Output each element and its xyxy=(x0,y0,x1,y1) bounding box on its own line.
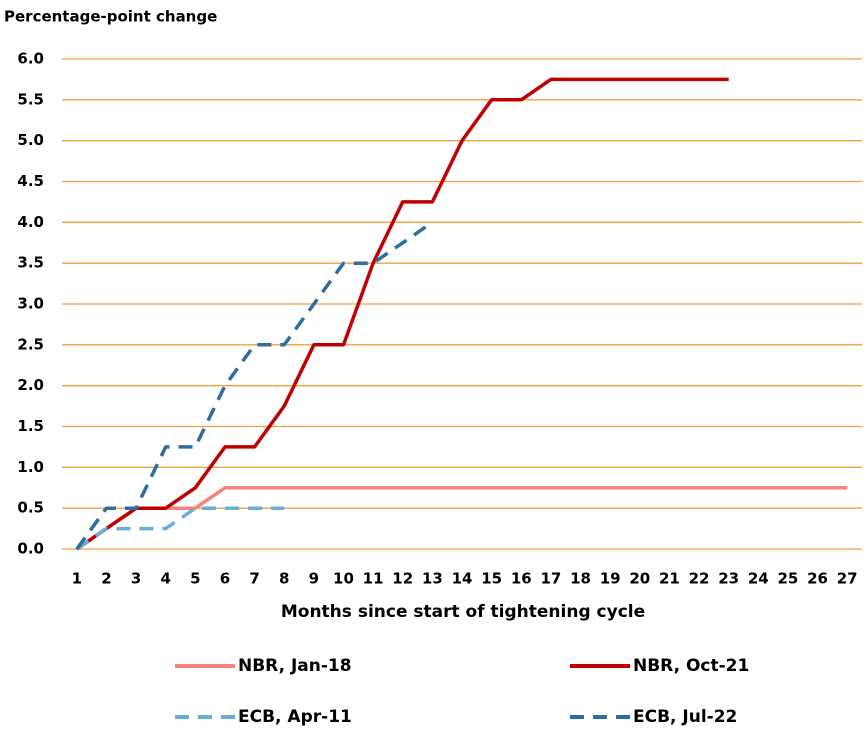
y-tick-label: 3.0 xyxy=(17,295,44,313)
x-tick-label: 2 xyxy=(101,570,111,588)
y-tick-label: 5.0 xyxy=(17,131,44,149)
y-tick-label: 4.5 xyxy=(17,172,44,190)
x-tick-label: 7 xyxy=(249,570,259,588)
y-tick-label: 1.0 xyxy=(17,458,44,476)
x-tick-label: 18 xyxy=(570,570,591,588)
x-tick-label: 20 xyxy=(629,570,650,588)
x-tick-label: 15 xyxy=(481,570,502,588)
x-tick-label: 27 xyxy=(837,570,858,588)
y-tick-label: 5.5 xyxy=(17,90,44,108)
series-line xyxy=(75,486,848,551)
y-tick-label: 6.0 xyxy=(17,50,44,68)
x-tick-label: 9 xyxy=(309,570,319,588)
x-tick-label: 22 xyxy=(689,570,710,588)
y-tick-label: 4.0 xyxy=(17,213,44,231)
series-line xyxy=(75,77,729,551)
x-tick-label: 26 xyxy=(807,570,828,588)
x-tick-label: 24 xyxy=(748,570,769,588)
x-tick-label: 10 xyxy=(333,570,354,588)
legend-label: NBR, Oct-21 xyxy=(633,656,749,676)
x-axis-title: Months since start of tightening cycle xyxy=(281,602,645,622)
x-tick-label: 8 xyxy=(279,570,289,588)
x-tick-label: 4 xyxy=(160,570,170,588)
x-tick-label: 5 xyxy=(190,570,200,588)
x-tick-label: 12 xyxy=(392,570,413,588)
legend-label: NBR, Jan-18 xyxy=(238,656,352,676)
legend-label: ECB, Apr-11 xyxy=(238,707,352,727)
x-tick-label: 6 xyxy=(220,570,230,588)
x-tick-label: 11 xyxy=(363,570,384,588)
x-tick-label: 25 xyxy=(777,570,798,588)
y-tick-label: 3.5 xyxy=(17,254,44,272)
y-tick-label: 2.0 xyxy=(17,376,44,394)
x-tick-label: 1 xyxy=(72,570,82,588)
y-tick-label: 1.5 xyxy=(17,417,44,435)
y-tick-label: 0.5 xyxy=(17,499,44,517)
x-tick-label: 13 xyxy=(422,570,443,588)
x-tick-label: 21 xyxy=(659,570,680,588)
x-tick-label: 16 xyxy=(511,570,532,588)
x-tick-label: 23 xyxy=(718,570,739,588)
series-line xyxy=(75,506,285,551)
y-axis-title: Percentage-point change xyxy=(4,8,217,26)
series-line xyxy=(75,220,434,551)
legend-label: ECB, Jul-22 xyxy=(633,707,737,727)
x-tick-label: 14 xyxy=(452,570,473,588)
y-tick-label: 2.5 xyxy=(17,335,44,353)
x-tick-label: 3 xyxy=(131,570,141,588)
x-tick-label: 19 xyxy=(600,570,621,588)
y-tick-label: 0.0 xyxy=(17,540,44,558)
x-tick-label: 17 xyxy=(540,570,561,588)
